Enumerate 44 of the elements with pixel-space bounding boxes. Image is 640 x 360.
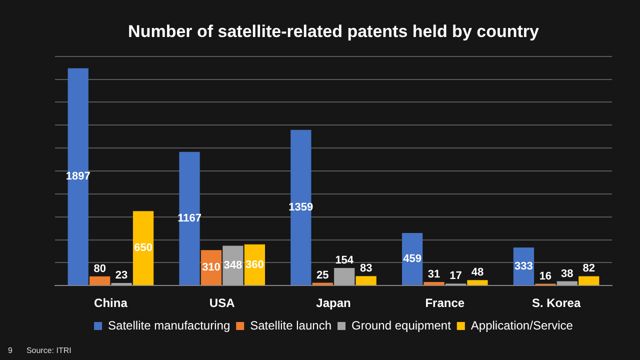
legend-label: Ground equipment [352,318,452,332]
x-tick-label: France [425,296,465,310]
bar [312,282,333,286]
source-note: Source: ITRI [26,346,72,356]
bar [402,233,423,286]
data-label: 650 [134,242,152,254]
bar [334,268,355,286]
legend-label: Satellite manufacturing [108,318,230,332]
legend-label: Satellite launch [250,318,332,332]
bar [290,130,312,286]
data-label: 31 [428,268,440,281]
x-tick-label: S. Korea [532,296,581,310]
data-label: 333 [514,260,533,272]
bar [424,282,444,286]
x-tick-label: China [94,296,128,310]
data-label: 82 [582,262,596,275]
data-label: 16 [539,270,552,282]
bar [179,152,200,286]
data-label: 80 [94,262,106,275]
text: 9 [8,346,13,356]
bar [68,68,88,286]
data-label: 48 [471,266,484,279]
bar [467,280,488,286]
data-label: 459 [403,253,422,266]
legend-label: Application/Service [470,318,574,332]
data-label: 154 [335,254,354,266]
x-tick-label: Japan [316,296,351,310]
x-tick-label: USA [209,296,236,310]
bar [90,276,110,286]
data-label: 17 [450,270,462,282]
data-label: 310 [202,262,220,274]
bar [556,281,578,286]
bar [356,276,376,286]
bar [111,282,132,286]
chart-title: Number of satellite-related patents held by country [128,22,540,41]
data-label: 360 [246,258,264,271]
bar [132,211,154,286]
bar [222,246,244,286]
data-label: 25 [316,269,329,282]
bar [578,276,600,286]
data-label: 348 [224,259,242,272]
data-label: 23 [115,269,128,282]
data-label: 83 [360,262,372,275]
data-label: 38 [561,268,574,280]
